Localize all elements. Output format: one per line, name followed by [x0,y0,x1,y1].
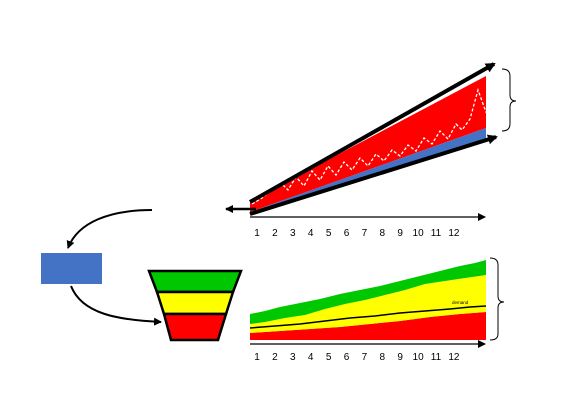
curved-arrow-to-funnel [70,285,162,326]
bottom-x-tick-1: 1 [254,352,260,363]
funnel [147,269,243,342]
funnel-yellow-level [155,290,235,316]
top-chart: 1 2 3 4 5 6 7 8 9 10 11 12 [225,62,517,239]
top-x-tick-6: 6 [344,228,350,239]
bottom-green-band [250,260,486,324]
top-upper-arrow [249,62,496,204]
top-right-brace [501,68,517,132]
top-x-tick-5: 5 [326,228,332,239]
bottom-x-tick-11: 11 [431,352,442,363]
top-red-band [250,76,486,212]
top-blue-band [250,128,486,214]
curved-arrow-to-box [66,209,153,249]
top-x-tick-9: 9 [397,228,403,239]
top-x-tick-labels: 1 2 3 4 5 6 7 8 9 10 11 12 [254,228,460,239]
blue-box [41,253,102,284]
top-x-tick-12: 12 [448,228,460,239]
bottom-x-tick-labels: 1 2 3 4 5 6 7 8 9 10 11 12 [254,352,460,363]
bottom-demand-label: demand [452,300,469,305]
bottom-x-tick-8: 8 [380,352,386,363]
top-x-tick-2: 2 [272,228,278,239]
top-x-tick-4: 4 [308,228,314,239]
bottom-x-tick-9: 9 [397,352,403,363]
bottom-yellow-band [250,275,486,333]
bottom-x-tick-3: 3 [290,352,296,363]
top-x-tick-10: 10 [413,228,425,239]
bottom-x-tick-4: 4 [308,352,314,363]
top-x-tick-1: 1 [254,228,260,239]
bottom-x-tick-6: 6 [344,352,350,363]
bottom-x-tick-7: 7 [362,352,368,363]
funnel-green-level [147,269,243,294]
bottom-red-band [250,312,486,340]
bottom-x-tick-2: 2 [272,352,278,363]
top-x-tick-3: 3 [290,228,296,239]
funnel-red-level [162,312,228,342]
top-lower-arrow [249,134,498,216]
bottom-x-tick-12: 12 [448,352,460,363]
bottom-right-brace [489,257,505,341]
top-x-tick-8: 8 [380,228,386,239]
bottom-chart: demand 1 2 3 4 5 6 7 8 9 10 11 12 [249,257,505,363]
top-x-tick-11: 11 [431,228,442,239]
bottom-demand-line [249,305,487,329]
bottom-x-tick-10: 10 [413,352,425,363]
top-x-tick-7: 7 [362,228,368,239]
bottom-x-tick-5: 5 [326,352,332,363]
